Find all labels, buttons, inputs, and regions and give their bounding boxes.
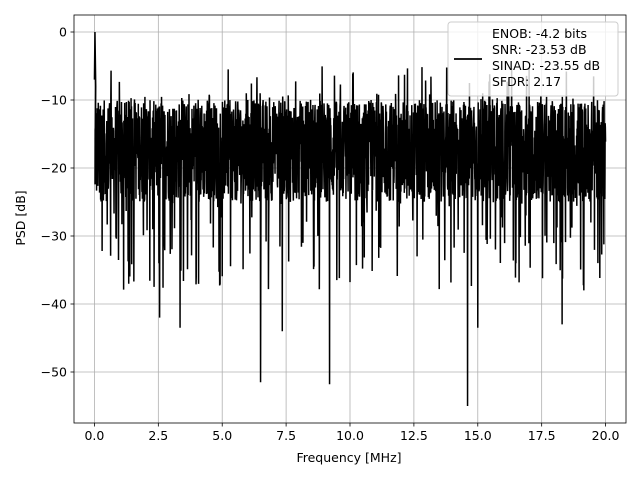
legend-snr: SNR: -23.53 dB [492, 42, 587, 57]
y-axis-label: PSD [dB] [13, 190, 28, 245]
y-tick-label: −40 [41, 297, 67, 312]
x-tick-label: 10.0 [336, 428, 364, 443]
y-tick-label: 0 [59, 25, 67, 40]
tick-marks: 0.0 2.5 5.0 7.5 10.0 12.5 15.0 17.5 20.0 0 −10 −20 −… [41, 25, 620, 444]
legend-sinad: SINAD: -23.55 dB [492, 58, 600, 73]
legend-enob: ENOB: -4.2 bits [492, 26, 587, 41]
y-tick-label: −50 [41, 365, 67, 380]
x-tick-label: 20.0 [592, 428, 620, 443]
x-tick-label: 5.0 [212, 428, 232, 443]
y-tick-label: −20 [41, 161, 67, 176]
legend-box [447, 21, 619, 97]
plot-area [93, 31, 607, 407]
x-axis-label: Frequency [MHz] [296, 450, 401, 465]
y-tick-label: −30 [41, 229, 67, 244]
x-tick-label: 17.5 [528, 428, 556, 443]
x-tick-label: 0.0 [84, 428, 104, 443]
y-tick-label: −10 [41, 93, 67, 108]
legend: ENOB: -4.2 bits SNR: -23.53 dB SINAD: -2… [447, 21, 619, 97]
legend-sfdr: SFDR: 2.17 [492, 74, 561, 89]
x-tick-label: 7.5 [276, 428, 296, 443]
x-tick-label: 12.5 [400, 428, 428, 443]
x-tick-label: 2.5 [148, 428, 168, 443]
x-tick-label: 15.0 [464, 428, 492, 443]
psd-series-line [93, 31, 607, 407]
